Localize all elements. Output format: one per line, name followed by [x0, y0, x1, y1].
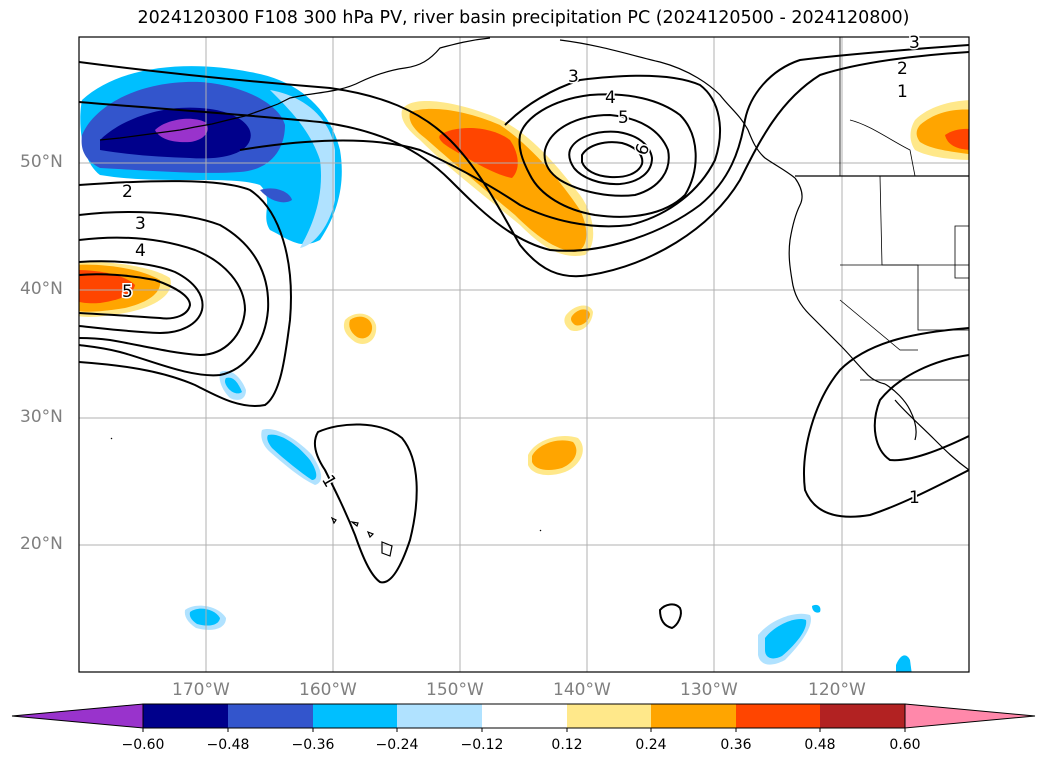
colorbar-over-arrow	[904, 703, 1036, 729]
colorbar-swatch	[820, 704, 905, 728]
contour-label: 3	[568, 67, 579, 87]
contour-label: 5	[618, 108, 629, 128]
lat-label: 30°N	[20, 407, 63, 427]
colorbar-tick-label: 0.24	[635, 737, 667, 753]
contour-label: 4	[605, 88, 616, 108]
colorbar-tick-label: 0.60	[889, 737, 921, 753]
lon-label: 150°W	[426, 680, 484, 700]
lon-label: 170°W	[172, 680, 230, 700]
colorbar-swatch	[482, 704, 567, 728]
colorbar-swatch	[143, 704, 228, 728]
contour-label: 1	[909, 488, 920, 508]
lat-label: 50°N	[20, 152, 63, 172]
colorbar-swatch	[313, 704, 397, 728]
colorbar-tick-label: −0.48	[206, 737, 250, 753]
contour-label: 3	[135, 214, 146, 234]
lon-label: 120°W	[808, 680, 866, 700]
lon-label: 130°W	[680, 680, 738, 700]
colorbar-swatch	[651, 704, 736, 728]
lon-label: 140°W	[553, 680, 611, 700]
colorbar	[11, 703, 1036, 732]
contour-label: 2	[897, 59, 908, 79]
lat-label: 40°N	[20, 279, 63, 299]
map-title: 2024120300 F108 300 hPa PV, river basin …	[137, 8, 910, 28]
lon-label: 160°W	[299, 680, 357, 700]
colorbar-tick-label: 0.12	[551, 737, 583, 753]
colorbar-tick-label: −0.60	[121, 737, 165, 753]
colorbar-swatch	[228, 704, 313, 728]
contour-label: 4	[135, 241, 146, 261]
map-frame	[78, 36, 970, 673]
coastlines	[99, 37, 969, 557]
lat-label: 20°N	[20, 534, 63, 554]
colorbar-swatch	[567, 704, 651, 728]
contour-label: 1	[897, 82, 908, 102]
contour-label: 5	[122, 282, 133, 302]
colorbar-tick-label: −0.12	[460, 737, 504, 753]
colorbar-tick-label: −0.36	[291, 737, 335, 753]
colorbar-swatch	[397, 704, 482, 728]
colorbar-under-arrow	[11, 703, 144, 729]
colorbar-tick-label: 0.36	[720, 737, 752, 753]
colorbar-swatch	[736, 704, 820, 728]
pv-contours	[79, 44, 969, 630]
contour-label: 3	[909, 33, 920, 53]
colorbar-tick-label: −0.24	[375, 737, 419, 753]
contour-label: 2	[122, 182, 133, 202]
colorbar-tick-label: 0.48	[804, 737, 836, 753]
